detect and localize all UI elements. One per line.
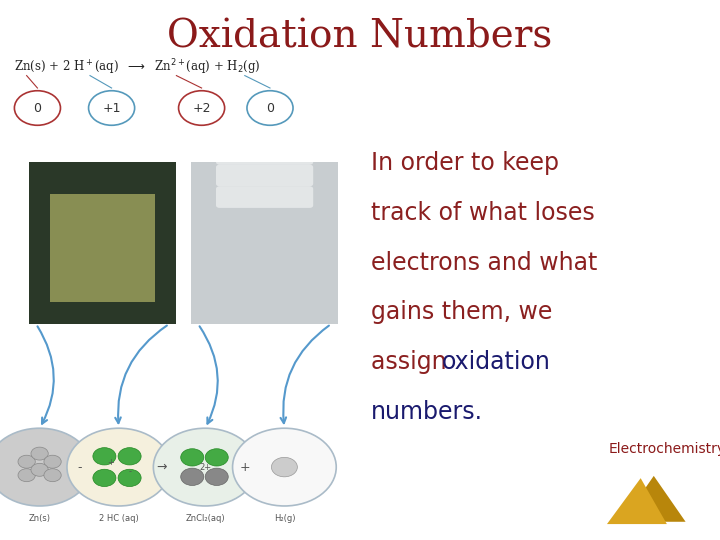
- Text: gains them, we: gains them, we: [371, 300, 552, 324]
- FancyBboxPatch shape: [50, 194, 155, 302]
- Text: oxidation: oxidation: [441, 350, 550, 374]
- FancyBboxPatch shape: [216, 143, 313, 165]
- Text: numbers.: numbers.: [371, 400, 483, 423]
- Text: H₂(g): H₂(g): [274, 514, 295, 523]
- Circle shape: [247, 91, 293, 125]
- Polygon shape: [622, 476, 685, 522]
- Circle shape: [181, 468, 204, 485]
- Text: -: -: [77, 461, 81, 474]
- Text: In order to keep: In order to keep: [371, 151, 559, 175]
- Text: →: →: [157, 461, 167, 474]
- Text: 0: 0: [266, 102, 274, 114]
- Text: Oxidation Numbers: Oxidation Numbers: [167, 19, 553, 56]
- FancyBboxPatch shape: [191, 162, 338, 324]
- Circle shape: [153, 428, 257, 506]
- FancyBboxPatch shape: [29, 162, 176, 324]
- Circle shape: [0, 428, 91, 506]
- Circle shape: [67, 428, 171, 506]
- Text: 2 HC (aq): 2 HC (aq): [99, 514, 139, 523]
- FancyBboxPatch shape: [216, 165, 313, 186]
- Text: assign: assign: [371, 350, 454, 374]
- Text: +2: +2: [192, 102, 211, 114]
- Circle shape: [18, 455, 35, 468]
- Text: +: +: [240, 461, 250, 474]
- Circle shape: [93, 448, 116, 465]
- Circle shape: [18, 469, 35, 482]
- Circle shape: [179, 91, 225, 125]
- Circle shape: [118, 469, 141, 487]
- Text: 2+: 2+: [199, 463, 211, 471]
- Circle shape: [14, 91, 60, 125]
- Text: track of what loses: track of what loses: [371, 201, 595, 225]
- Text: +: +: [107, 458, 114, 467]
- Text: electrons and what: electrons and what: [371, 251, 597, 274]
- Circle shape: [31, 463, 48, 476]
- Text: -: -: [128, 467, 131, 476]
- FancyBboxPatch shape: [216, 186, 313, 208]
- Circle shape: [118, 448, 141, 465]
- Text: Zn(s) + 2 H$^+$(aq)  $\longrightarrow$  Zn$^{2+}$(aq) + H$_2$(g): Zn(s) + 2 H$^+$(aq) $\longrightarrow$ Zn…: [14, 58, 261, 77]
- Text: 0: 0: [33, 102, 42, 114]
- Circle shape: [93, 469, 116, 487]
- Circle shape: [271, 457, 297, 477]
- Text: +1: +1: [102, 102, 121, 114]
- Text: Electrochemistry: Electrochemistry: [608, 442, 720, 456]
- Circle shape: [44, 455, 61, 468]
- Circle shape: [233, 428, 336, 506]
- Text: Zn(s): Zn(s): [29, 514, 50, 523]
- Circle shape: [89, 91, 135, 125]
- Circle shape: [205, 468, 228, 485]
- Circle shape: [31, 447, 48, 460]
- Circle shape: [44, 469, 61, 482]
- Circle shape: [181, 449, 204, 466]
- Polygon shape: [607, 478, 667, 524]
- Circle shape: [205, 449, 228, 466]
- Text: ZnCl₂(aq): ZnCl₂(aq): [185, 514, 225, 523]
